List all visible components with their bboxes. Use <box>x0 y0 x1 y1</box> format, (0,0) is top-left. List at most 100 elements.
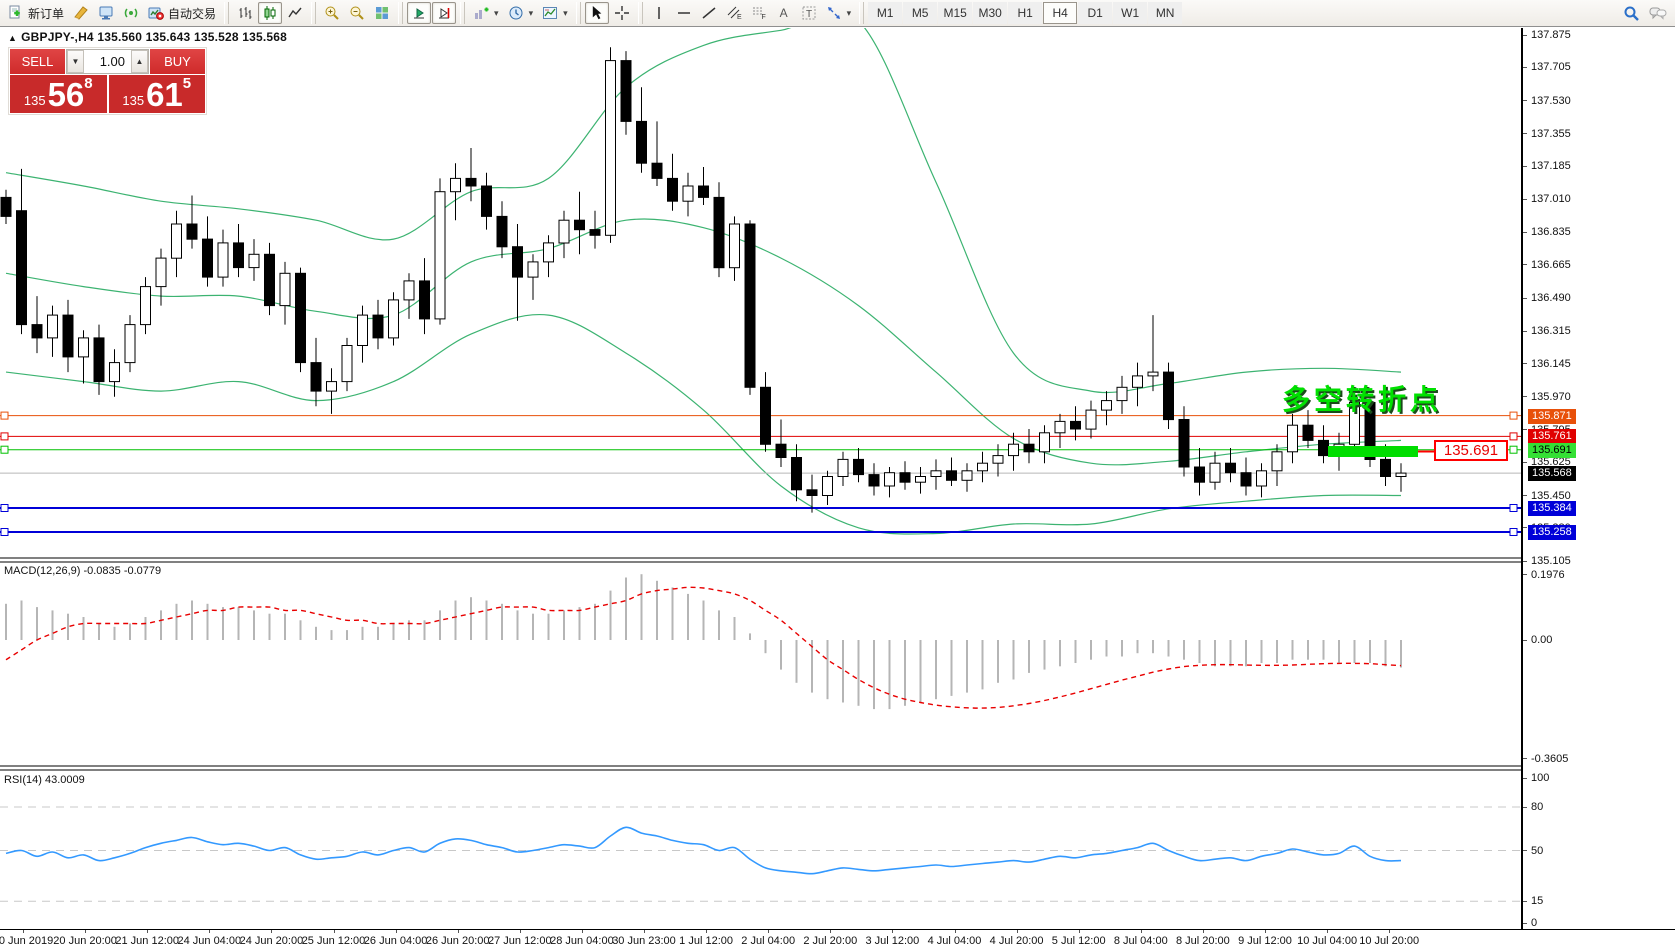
time-tickmark <box>644 930 645 933</box>
chat-button[interactable] <box>1645 2 1671 24</box>
periods-button[interactable]: ▾ <box>504 2 538 24</box>
zoom-in-button[interactable] <box>320 2 344 24</box>
vertical-line-tool-button[interactable] <box>647 2 671 24</box>
price-tickmark <box>1523 495 1527 496</box>
text-tool-button[interactable]: A <box>772 2 796 24</box>
toolbar-separator <box>637 2 643 24</box>
candles-series <box>0 47 1407 513</box>
tf-mn-button[interactable]: MN <box>1148 2 1183 24</box>
line-handle[interactable] <box>1509 411 1518 420</box>
time-label: 8 Jul 04:00 <box>1113 935 1168 947</box>
line-handle[interactable] <box>0 432 9 441</box>
auto-scroll-icon <box>411 5 427 21</box>
toolbar-separator <box>311 2 317 24</box>
sell-button[interactable]: SELL <box>10 49 65 74</box>
symbol-collapse-icon[interactable]: ▲ <box>8 33 18 43</box>
time-tickmark <box>85 930 87 933</box>
arrows-tool-button[interactable]: ▾ <box>822 2 856 24</box>
price-tickmark <box>1523 527 1527 529</box>
highlight-level-bar[interactable] <box>1328 446 1418 457</box>
line-handle[interactable] <box>1509 528 1518 536</box>
dropdown-caret-icon: ▾ <box>846 7 852 18</box>
tile-windows-button[interactable] <box>370 2 394 24</box>
price-chart-canvas[interactable] <box>0 28 1522 929</box>
line-chart-button[interactable] <box>283 2 307 24</box>
monitor-icon <box>98 5 114 21</box>
dropdown-caret-icon: ▾ <box>563 7 568 18</box>
buy-price-pip: 5 <box>182 75 192 92</box>
line-handle[interactable] <box>0 445 9 454</box>
symbol-ohlc-title: ▲ GBPJPY-,H4 135.560 135.643 135.528 135.… <box>8 30 288 44</box>
cursor-button[interactable] <box>584 2 609 24</box>
volume-decrease-button[interactable]: ▼ <box>67 50 84 73</box>
chart-window[interactable]: ▲ GBPJPY-,H4 135.560 135.643 135.528 135.… <box>0 28 1675 951</box>
zoom-out-button[interactable] <box>345 2 369 24</box>
price-tickmark <box>1523 133 1527 135</box>
auto-scroll-button[interactable] <box>407 2 432 24</box>
vertical-line-icon <box>651 5 667 21</box>
price-tickmark <box>1523 100 1527 101</box>
zoom-out-icon <box>349 5 365 21</box>
bar-chart-icon <box>237 5 253 21</box>
sell-price-prefix: 135 <box>23 93 46 108</box>
tf-m15-button[interactable]: M15 <box>938 2 973 24</box>
tf-h4-button[interactable]: H4 <box>1043 2 1078 24</box>
price-level-callout[interactable]: 135.691 <box>1434 440 1508 461</box>
fibonacci-tool-button[interactable]: F <box>747 2 771 24</box>
indicators-icon <box>473 5 489 21</box>
price-tickmark <box>1523 429 1527 431</box>
new-order-button[interactable]: 新订单 <box>4 2 68 24</box>
buy-price-display[interactable]: 135 61 5 <box>108 75 205 113</box>
tf-m30-button[interactable]: M30 <box>973 2 1008 24</box>
line-handle[interactable] <box>0 528 9 536</box>
indicators-button[interactable]: ▾ <box>469 2 503 24</box>
turning-point-annotation[interactable]: 多空转折点 <box>1282 384 1443 415</box>
price-tickmark <box>1523 34 1527 36</box>
horizontal-line-tool-button[interactable] <box>672 2 696 24</box>
trendline-tool-button[interactable] <box>697 2 721 24</box>
candlestick-chart-button[interactable] <box>258 2 283 24</box>
bar-chart-button[interactable] <box>233 2 257 24</box>
line-handle[interactable] <box>1509 445 1518 454</box>
tf-h1-button[interactable]: H1 <box>1008 2 1043 24</box>
channel-tool-button[interactable]: E <box>722 2 746 24</box>
label-tool-button[interactable]: T <box>797 2 821 24</box>
arrows-icon <box>826 5 842 21</box>
profile-button[interactable] <box>94 2 118 24</box>
line-handle[interactable] <box>1509 504 1518 512</box>
time-label: 10 Jul 20:00 <box>1359 935 1420 947</box>
sell-price-display[interactable]: 135 56 8 <box>10 75 107 113</box>
rsi-tickmark <box>1523 900 1527 902</box>
price-axis[interactable]: 137.875 137.705 137.530 137.355 137.185 137.0… <box>1522 28 1675 929</box>
price-tickmark <box>1523 330 1527 332</box>
tf-m1-button[interactable]: M1 <box>868 2 903 24</box>
price-tick-label: 137.355 <box>1531 127 1571 140</box>
signals-button[interactable] <box>119 2 143 24</box>
chart-shift-button[interactable] <box>432 2 457 24</box>
line-handle[interactable] <box>1509 432 1518 441</box>
tf-w1-button[interactable]: W1 <box>1113 2 1148 24</box>
tf-m5-button[interactable]: M5 <box>903 2 938 24</box>
line-handle[interactable] <box>0 504 9 512</box>
time-tickmark <box>209 930 211 933</box>
horizontal-line-icon <box>676 5 692 21</box>
tf-d1-button[interactable]: D1 <box>1078 2 1113 24</box>
macd-tickmark <box>1523 639 1527 641</box>
line-handle[interactable] <box>0 411 9 420</box>
volume-input[interactable]: 1.00 <box>99 54 125 69</box>
search-icon <box>1623 5 1640 22</box>
volume-increase-button[interactable]: ▲ <box>131 50 148 73</box>
styler-button[interactable] <box>69 2 93 24</box>
templates-button[interactable]: ▾ <box>538 2 572 24</box>
time-tickmark <box>333 930 335 933</box>
crosshair-button[interactable] <box>610 2 634 24</box>
buy-button[interactable]: BUY <box>150 49 205 74</box>
sell-price-big: 56 <box>47 76 85 114</box>
time-tickmark <box>1140 930 1142 933</box>
auto-trading-button[interactable]: 自动交易 <box>144 2 220 24</box>
toolbar-separator <box>398 2 404 24</box>
time-tickmark <box>706 930 708 933</box>
search-button[interactable] <box>1619 2 1644 24</box>
rsi-tickmark <box>1523 777 1527 779</box>
